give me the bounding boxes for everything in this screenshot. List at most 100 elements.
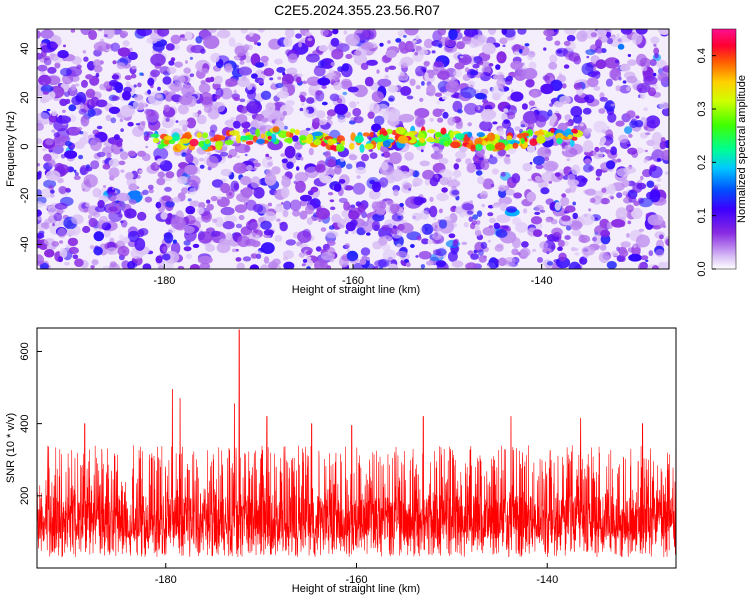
heatmap-cell bbox=[476, 210, 483, 217]
heatmap-cell bbox=[539, 241, 549, 250]
heatmap-cell bbox=[514, 126, 521, 131]
heatmap-cell bbox=[156, 177, 166, 186]
heatmap-cell bbox=[415, 35, 420, 41]
heatmap-cell bbox=[620, 29, 633, 35]
heatmap-cell bbox=[62, 74, 74, 85]
heatmap-cell bbox=[254, 159, 258, 164]
heatmap-cell bbox=[379, 42, 384, 47]
heatmap-cell bbox=[566, 34, 576, 42]
heatmap-cell bbox=[131, 65, 137, 70]
heatmap-cell bbox=[214, 75, 223, 85]
heatmap-cell bbox=[399, 202, 404, 207]
heatmap-cell bbox=[258, 79, 265, 85]
heatmap-cell bbox=[563, 40, 571, 46]
heatmap-cell bbox=[280, 186, 290, 199]
heatmap-cell bbox=[455, 150, 467, 160]
heatmap-cell bbox=[283, 200, 292, 210]
heatmap-cell bbox=[70, 84, 77, 91]
heatmap-cell bbox=[189, 200, 201, 207]
heatmap-signal-cell bbox=[385, 128, 393, 135]
heatmap-cell bbox=[511, 237, 521, 249]
heatmap-cell bbox=[420, 149, 424, 153]
snr-panel: -180 -160 -140 200 400 600 Height of straigh… bbox=[5, 327, 677, 595]
heatmap-cell bbox=[523, 110, 539, 125]
heatmap-cell bbox=[388, 263, 398, 269]
heatmap-cell bbox=[47, 205, 57, 216]
heatmap-cell bbox=[108, 206, 118, 212]
heatmap-cell bbox=[639, 91, 646, 100]
heatmap-cell bbox=[167, 227, 176, 234]
heatmap-cell bbox=[420, 66, 427, 71]
heatmap-cell bbox=[162, 246, 168, 253]
heatmap-cell bbox=[350, 219, 358, 227]
heatmap-cell bbox=[466, 210, 474, 215]
heatmap-cell bbox=[152, 42, 165, 52]
heatmap-cell bbox=[503, 257, 516, 267]
heatmap-cell bbox=[244, 153, 248, 157]
heatmap-cell bbox=[537, 257, 543, 263]
heatmap-cell bbox=[585, 188, 597, 196]
heatmap-cell bbox=[396, 250, 408, 257]
heatmap-cell bbox=[492, 121, 498, 125]
heatmap-cell bbox=[206, 155, 219, 169]
heatmap-cell bbox=[453, 163, 460, 170]
heatmap-cell bbox=[578, 234, 591, 244]
heatmap-signal-cell bbox=[376, 141, 381, 151]
heatmap-cell bbox=[45, 170, 61, 181]
heatmap-cell bbox=[88, 214, 92, 219]
heatmap-cell bbox=[239, 60, 245, 65]
heatmap-cell bbox=[110, 42, 121, 52]
heatmap-cell bbox=[616, 33, 620, 37]
heatmap-cell bbox=[37, 260, 44, 265]
heatmap-cell bbox=[553, 29, 558, 33]
heatmap-cell bbox=[520, 124, 526, 128]
heatmap-cell bbox=[92, 187, 102, 198]
heatmap-cell bbox=[122, 40, 130, 47]
heatmap-signal-cell bbox=[240, 135, 250, 141]
heatmap-cell bbox=[281, 158, 288, 164]
heatmap-cell bbox=[93, 59, 102, 68]
heatmap-cell bbox=[306, 266, 311, 269]
heatmap-cell bbox=[346, 248, 351, 253]
heatmap-cell bbox=[51, 129, 56, 133]
heatmap-cell bbox=[292, 209, 301, 217]
heatmap-cell bbox=[384, 66, 389, 73]
heatmap-cell bbox=[109, 261, 117, 268]
heatmap-cell bbox=[326, 109, 337, 117]
heatmap-cell bbox=[618, 134, 629, 143]
heatmap-cell bbox=[606, 126, 610, 129]
colorbar-tick-label: 0.2 bbox=[696, 155, 708, 170]
heatmap-cell bbox=[260, 220, 272, 230]
heatmap-cell bbox=[336, 97, 343, 104]
heatmap-cell bbox=[546, 251, 550, 255]
heatmap-cell bbox=[212, 218, 218, 223]
heatmap-cell bbox=[81, 79, 88, 88]
heatmap-cell bbox=[431, 40, 437, 47]
heatmap-cell bbox=[315, 65, 320, 69]
heatmap-cell bbox=[510, 89, 514, 93]
heatmap-signal-cell bbox=[359, 143, 365, 153]
heatmap-cell bbox=[609, 69, 617, 79]
heatmap-cell bbox=[167, 91, 176, 96]
heatmap-cell bbox=[105, 247, 119, 255]
heatmap-signal-cell bbox=[204, 138, 210, 145]
heatmap-cell bbox=[555, 110, 559, 114]
heatmap-cell bbox=[197, 207, 205, 215]
heatmap-y-tick-label: 40 bbox=[19, 42, 31, 54]
heatmap-signal-cell bbox=[570, 139, 575, 147]
heatmap-cell bbox=[473, 249, 478, 254]
heatmap-cell bbox=[276, 66, 286, 73]
heatmap-cell bbox=[620, 255, 626, 262]
heatmap-cell bbox=[428, 72, 434, 79]
heatmap-cell bbox=[476, 59, 484, 66]
heatmap-cell bbox=[284, 145, 296, 159]
heatmap-cell bbox=[372, 181, 381, 193]
heatmap-signal-cell bbox=[349, 142, 355, 150]
heatmap-cell bbox=[73, 175, 81, 180]
heatmap-cell bbox=[654, 53, 659, 59]
heatmap-cell bbox=[327, 192, 334, 196]
heatmap-cell bbox=[387, 199, 394, 207]
heatmap-cell bbox=[409, 170, 412, 173]
heatmap-cell bbox=[245, 55, 252, 64]
heatmap-cell bbox=[74, 83, 80, 87]
